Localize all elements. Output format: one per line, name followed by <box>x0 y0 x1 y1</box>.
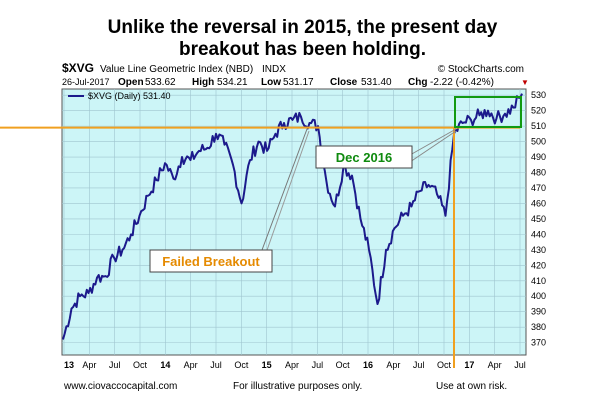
footer-disclaimer: For illustrative purposes only. <box>233 381 362 392</box>
dec2016-pointer-line <box>409 128 457 156</box>
low-label: Low <box>261 77 281 88</box>
y-tick-label: 420 <box>531 260 546 270</box>
x-axis: 13 Apr Jul Oct 14 Apr Jul Oct 15 Apr Jul Oct 16 Apr Ju… <box>64 360 526 370</box>
failed-breakout-label: Failed Breakout <box>162 254 260 269</box>
gridlines <box>62 89 526 355</box>
chg-label: Chg <box>408 77 427 88</box>
chg-value: -2.22 (-0.42%) <box>430 77 494 88</box>
y-tick-label: 430 <box>531 245 546 255</box>
x-tick-label: 15 <box>262 360 272 370</box>
y-tick-label: 390 <box>531 307 546 317</box>
close-label: Close <box>330 77 358 88</box>
down-arrow-icon: ▼ <box>521 78 529 87</box>
y-tick-label: 370 <box>531 338 546 348</box>
y-tick-label: 460 <box>531 198 546 208</box>
x-tick-label: Apr <box>386 360 400 370</box>
failed-pointer-line-2 <box>265 130 310 254</box>
y-tick-label: 450 <box>531 214 546 224</box>
dec2016-label: Dec 2016 <box>336 150 392 165</box>
y-tick-label: 440 <box>531 229 546 239</box>
x-tick-label: 16 <box>363 360 373 370</box>
high-value: 534.21 <box>217 77 248 88</box>
breakout-box <box>454 96 522 128</box>
headline-line-1: Unlike the reversal in 2015, the present… <box>107 17 498 38</box>
dec2016-callout-box <box>315 145 413 169</box>
symbol-label: $XVG <box>62 61 94 75</box>
y-tick-label: 530 <box>531 90 546 100</box>
x-tick-label: Jul <box>109 360 121 370</box>
x-tick-label: 14 <box>160 360 170 370</box>
x-tick-label: Oct <box>133 360 148 370</box>
index-name-label: Value Line Geometric Index (NBD) <box>100 64 253 75</box>
source-label: © StockCharts.com <box>438 64 524 75</box>
footer-risk: Use at own risk. <box>436 381 507 392</box>
x-tick-label: Apr <box>488 360 502 370</box>
series-line-xvg <box>62 93 523 340</box>
y-tick-label: 520 <box>531 106 546 116</box>
y-tick-label: 410 <box>531 276 546 286</box>
y-tick-label: 510 <box>531 121 546 131</box>
x-tick-label: Apr <box>285 360 299 370</box>
x-tick-label: Apr <box>184 360 198 370</box>
x-tick-label: Jul <box>312 360 324 370</box>
failed-pointer-line <box>261 128 308 251</box>
y-tick-label: 380 <box>531 322 546 332</box>
x-tick-label: Oct <box>336 360 351 370</box>
high-label: High <box>192 77 214 88</box>
x-tick-label: Jul <box>514 360 526 370</box>
x-tick-label: Apr <box>82 360 96 370</box>
footer-website: www.ciovaccocapital.com <box>63 381 177 392</box>
y-tick-label: 470 <box>531 183 546 193</box>
x-tick-label: Jul <box>413 360 425 370</box>
y-tick-label: 480 <box>531 168 546 178</box>
x-tick-label: Jul <box>210 360 222 370</box>
y-axis: 370 380 390 400 410 420 430 440 450 460 470 480 490 5… <box>531 90 546 347</box>
low-value: 531.17 <box>283 77 314 88</box>
open-value: 533.62 <box>145 77 176 88</box>
x-tick-label: 13 <box>64 360 74 370</box>
legend-label: $XVG (Daily) 531.40 <box>88 91 171 101</box>
y-tick-label: 490 <box>531 152 546 162</box>
x-tick-label: 17 <box>464 360 474 370</box>
dec2016-pointer-line-2 <box>409 130 457 163</box>
x-tick-label: Oct <box>437 360 452 370</box>
x-tick-label: Oct <box>234 360 249 370</box>
close-value: 531.40 <box>361 77 392 88</box>
exchange-label: INDX <box>262 64 286 75</box>
open-label: Open <box>118 77 144 88</box>
y-tick-label: 500 <box>531 137 546 147</box>
y-tick-label: 400 <box>531 291 546 301</box>
date-label: 26-Jul-2017 <box>62 77 110 87</box>
headline-line-2: breakout has been holding. <box>178 39 427 60</box>
failed-callout-box <box>149 249 273 273</box>
